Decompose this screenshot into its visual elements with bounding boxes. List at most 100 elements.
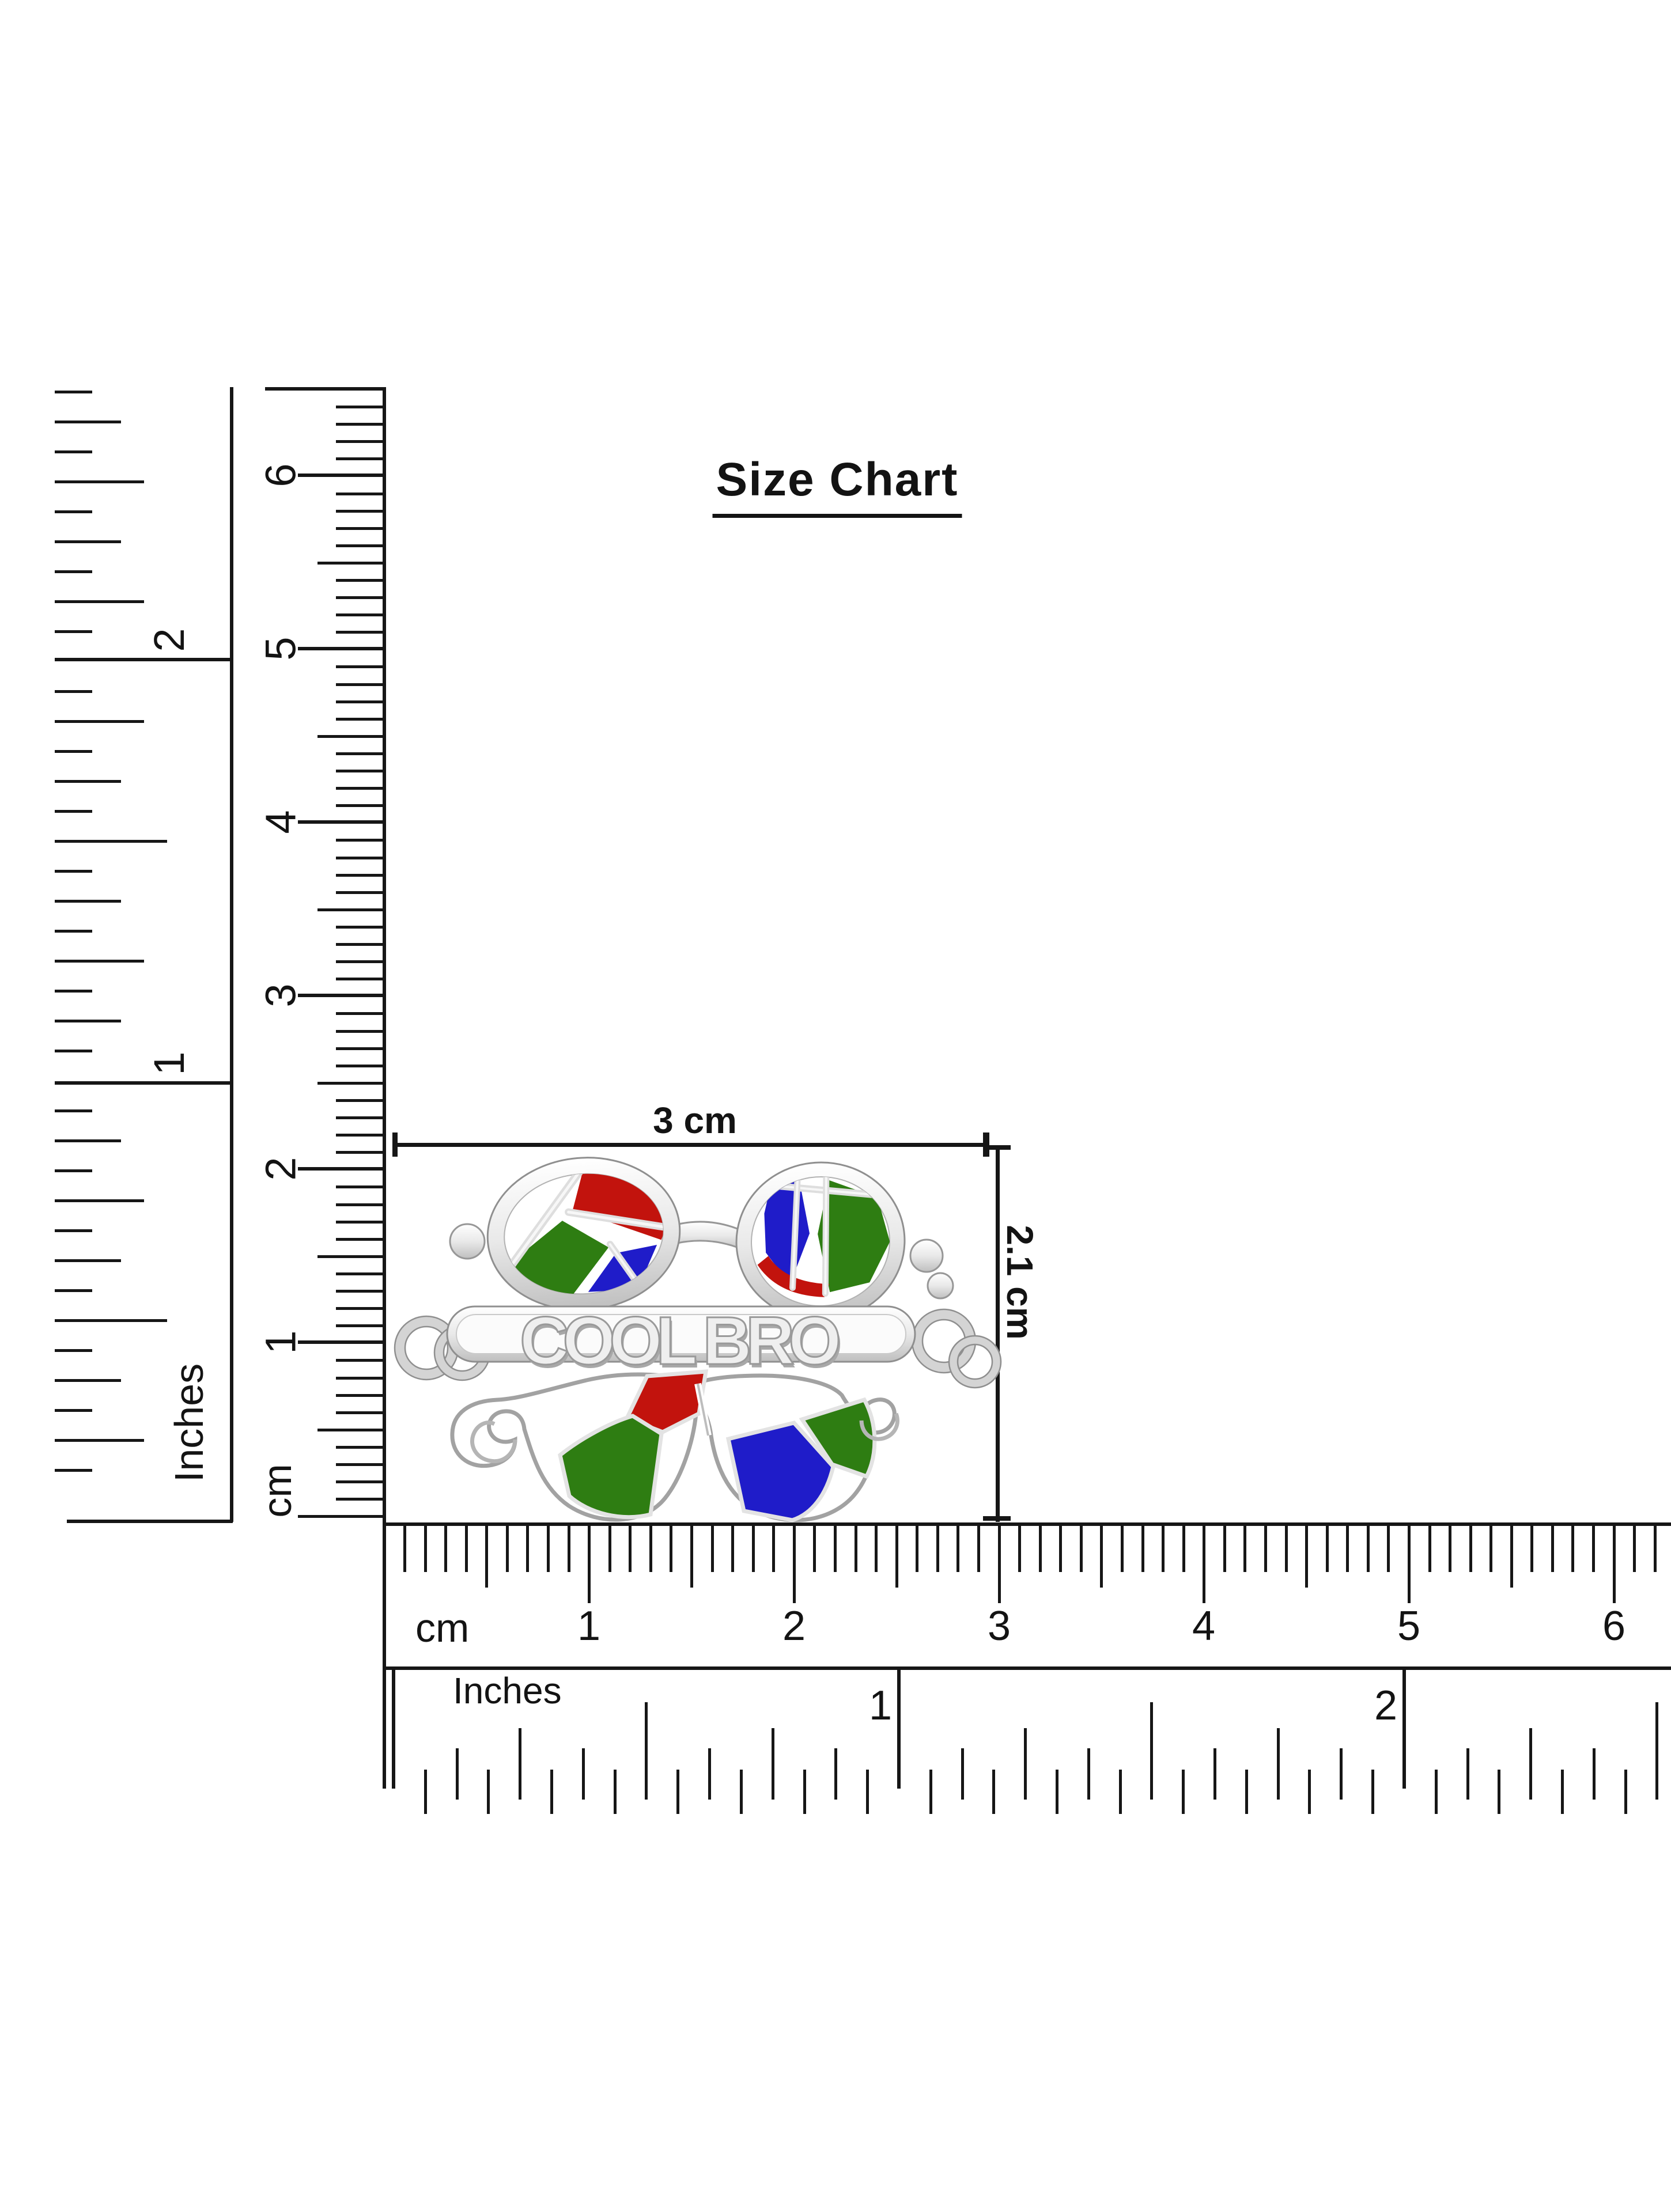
v-inch-tick — [55, 1229, 92, 1232]
h-inch-tick — [1056, 1770, 1058, 1814]
h-inch-tick — [1213, 1748, 1216, 1800]
v-cm-tick — [336, 1394, 384, 1397]
h-inch-tick — [1277, 1728, 1280, 1800]
v-inch-tick — [55, 1319, 167, 1322]
v-cm-tick — [336, 978, 384, 980]
h-cm-tick — [608, 1526, 611, 1572]
v-inch-tick — [55, 750, 92, 753]
width-dimension-end-right — [983, 1132, 989, 1157]
h-cm-number: 1 — [577, 1603, 601, 1649]
h-inch-tick — [550, 1770, 553, 1814]
v-cm-tick — [336, 1480, 384, 1483]
v-inch-tick — [55, 1169, 92, 1172]
h-cm-tick — [711, 1526, 714, 1572]
v-cm-tick — [336, 752, 384, 755]
h-inch-tick — [1087, 1748, 1090, 1800]
width-dimension-label: 3 cm — [653, 1100, 737, 1141]
v-cm-tick — [336, 874, 384, 877]
h-cm-tick — [1243, 1526, 1246, 1572]
svg-text:COOL BRO: COOL BRO — [521, 1306, 844, 1382]
h-inch-tick — [614, 1770, 617, 1814]
h-cm-tick — [670, 1526, 672, 1572]
h-cm-tick — [855, 1526, 857, 1572]
h-cm-tick — [1571, 1526, 1574, 1572]
v-cm-tick — [317, 908, 384, 911]
h-cm-tick — [752, 1526, 755, 1572]
v-inch-tick — [55, 391, 92, 393]
h-cm-tick — [1428, 1526, 1431, 1572]
h-cm-tick — [1387, 1526, 1390, 1572]
v-inch-number: 2 — [145, 628, 193, 652]
h-inch-tick — [1308, 1770, 1311, 1814]
h-cm-tick — [690, 1526, 693, 1588]
v-cm-tick — [336, 683, 384, 686]
v-inch-tick — [55, 450, 92, 453]
v-cm-tick — [336, 943, 384, 946]
v-cm-tick — [336, 1151, 384, 1154]
h-cm-tick — [526, 1526, 529, 1572]
v-inch-tick — [55, 570, 92, 573]
h-cm-tick — [1367, 1526, 1370, 1572]
h-cm-tick — [1162, 1526, 1165, 1572]
v-inch-tick — [55, 1409, 92, 1412]
vertical-inches-ruler-endcap — [67, 1520, 233, 1523]
h-cm-tick — [1223, 1526, 1226, 1572]
v-cm-mark — [298, 647, 384, 650]
h-inch-mark — [1402, 1666, 1406, 1789]
v-inch-tick — [55, 960, 144, 963]
v-cm-tick — [336, 493, 384, 495]
sunglasses-shape — [449, 1157, 954, 1321]
v-cm-tick — [336, 406, 384, 408]
horizontal-cm-unit-label: cm — [415, 1605, 470, 1650]
v-cm-tick — [336, 1203, 384, 1206]
v-inch-tick — [55, 1109, 92, 1112]
v-cm-tick — [317, 1082, 384, 1085]
left-hinge-icon — [449, 1223, 486, 1260]
h-cm-tick — [1039, 1526, 1042, 1572]
v-cm-tick — [298, 1515, 384, 1518]
right-hinge-lower-icon — [927, 1272, 954, 1300]
v-inch-tick — [55, 1289, 92, 1292]
v-cm-mark — [298, 474, 384, 477]
v-inch-mark — [55, 1081, 230, 1085]
right-hinge-icon — [909, 1238, 944, 1273]
vertical-inches-unit-label: Inches — [167, 1363, 211, 1483]
h-inch-tick — [1340, 1748, 1343, 1800]
v-inch-tick — [55, 900, 121, 903]
v-cm-mark — [298, 994, 384, 997]
v-inch-tick — [55, 1020, 121, 1022]
v-inch-tick — [55, 1139, 121, 1142]
v-inch-tick — [55, 930, 92, 933]
h-cm-tick — [1059, 1526, 1062, 1572]
v-inch-mark — [55, 658, 230, 661]
v-cm-number: 5 — [256, 637, 305, 661]
v-cm-mark — [298, 1340, 384, 1344]
v-inch-tick — [55, 870, 92, 873]
h-cm-tick — [588, 1526, 591, 1603]
h-inch-tick — [1466, 1748, 1469, 1800]
v-cm-number: 4 — [256, 810, 305, 834]
h-cm-tick — [895, 1526, 898, 1588]
name-banner: COOL BRO COOL BRO — [446, 1302, 916, 1382]
v-inch-tick — [55, 1349, 92, 1352]
v-cm-tick — [336, 1221, 384, 1224]
h-cm-tick — [424, 1526, 427, 1572]
v-cm-tick — [317, 562, 384, 565]
v-inch-tick — [55, 840, 167, 843]
v-cm-number: 6 — [256, 463, 305, 487]
h-cm-tick — [1100, 1526, 1103, 1588]
v-cm-tick — [336, 718, 384, 721]
v-cm-tick — [336, 839, 384, 842]
v-cm-tick — [336, 1411, 384, 1414]
v-cm-tick — [336, 804, 384, 807]
h-inch-mark — [392, 1666, 395, 1789]
h-inch-tick — [740, 1770, 743, 1814]
v-cm-tick — [336, 926, 384, 929]
h-cm-tick — [1080, 1526, 1083, 1572]
v-cm-tick — [336, 544, 384, 547]
v-cm-tick — [336, 700, 384, 703]
v-cm-tick — [336, 613, 384, 616]
h-cm-tick — [1530, 1526, 1533, 1572]
h-inch-tick — [582, 1748, 585, 1800]
v-cm-tick — [336, 1134, 384, 1137]
